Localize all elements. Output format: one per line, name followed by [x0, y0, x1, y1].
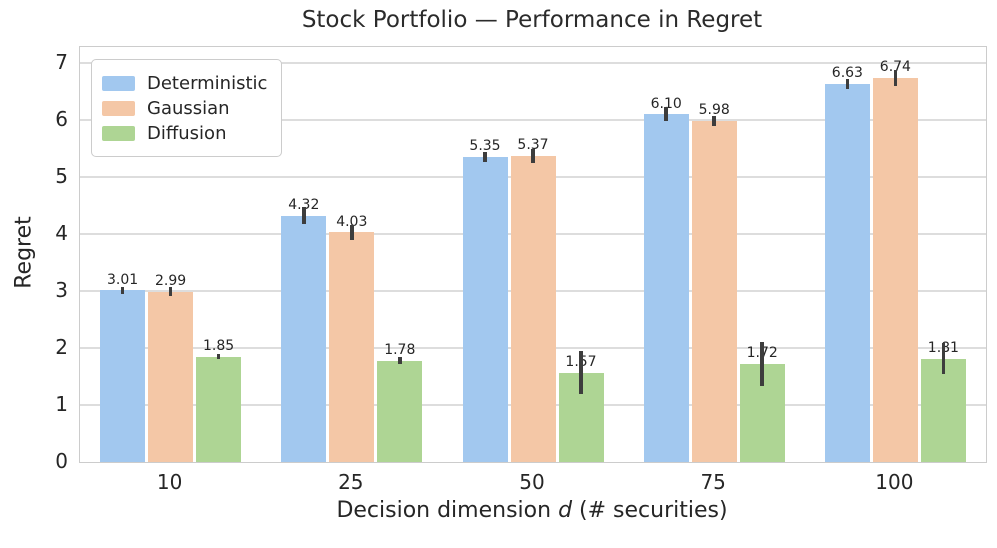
legend: Deterministic Gaussian Diffusion	[91, 59, 283, 157]
error-bar	[579, 350, 583, 395]
bar-gaussian-25	[329, 232, 375, 462]
bar-gaussian-75	[691, 121, 737, 462]
error-bar	[760, 341, 764, 387]
x-axis-label: Decision dimension d (# securities)	[79, 498, 985, 523]
gridline	[80, 62, 986, 64]
legend-swatch-icon	[102, 125, 135, 141]
bar-value-label: 3.01	[107, 271, 139, 288]
y-tick-label: 5	[55, 163, 68, 188]
bar-diffusion-10	[196, 356, 242, 462]
bar-diffusion-25	[377, 360, 423, 462]
legend-item-deterministic: Deterministic	[102, 72, 267, 94]
error-bar	[168, 287, 173, 297]
bar-value-label: 6.74	[879, 59, 911, 76]
x-axis-label-suffix: (# securities)	[572, 498, 728, 523]
x-tick-label: 10	[156, 470, 183, 494]
error-bar	[531, 149, 535, 163]
bar-value-label: 6.10	[650, 95, 682, 112]
bar-value-label: 1.78	[384, 341, 416, 358]
error-bar	[941, 343, 946, 375]
error-bar	[398, 357, 402, 364]
error-bar	[893, 69, 898, 86]
legend-item-diffusion: Diffusion	[102, 122, 267, 144]
error-bar	[120, 287, 125, 294]
error-bar	[664, 107, 668, 122]
bar-gaussian-50	[510, 155, 556, 462]
legend-label: Diffusion	[147, 122, 227, 144]
error-bar	[216, 353, 221, 360]
bar-diffusion-100	[920, 358, 966, 462]
bar-value-label: 5.35	[469, 138, 501, 155]
bar-deterministic-50	[462, 157, 508, 462]
legend-swatch-icon	[102, 75, 135, 91]
y-tick-label: 3	[55, 277, 68, 302]
bar-value-label: 5.37	[517, 137, 549, 154]
legend-item-gaussian: Gaussian	[102, 97, 267, 119]
bar-gaussian-100	[872, 77, 918, 462]
bar-value-label: 6.63	[831, 65, 863, 82]
plot-area: Deterministic Gaussian Diffusion 3.01 4.32 5…	[79, 46, 987, 463]
y-tick-label: 2	[55, 334, 68, 359]
bar-value-label: 4.03	[336, 213, 368, 230]
error-bar	[350, 224, 354, 240]
y-tick-label: 0	[55, 449, 68, 473]
legend-label: Gaussian	[147, 97, 230, 119]
x-tick-label: 100	[875, 470, 914, 494]
bar-gaussian-10	[148, 291, 194, 462]
bar-deterministic-100	[824, 84, 870, 462]
y-tick-label: 6	[55, 106, 68, 131]
error-bar	[483, 152, 487, 162]
bar-deterministic-75	[643, 114, 689, 462]
x-axis-label-variable: d	[558, 498, 573, 523]
bar-value-label: 4.32	[288, 197, 320, 214]
bar-deterministic-25	[281, 215, 327, 462]
x-tick-label: 75	[700, 470, 726, 494]
error-bar	[712, 116, 716, 127]
y-tick-label: 7	[55, 49, 68, 74]
bar-value-label: 2.99	[155, 272, 187, 289]
bar-value-label: 1.85	[203, 337, 235, 354]
x-tick-label: 25	[338, 470, 364, 494]
bar-deterministic-10	[100, 290, 146, 462]
legend-swatch-icon	[102, 100, 135, 116]
error-bar	[845, 78, 850, 90]
x-tick-label: 50	[519, 470, 545, 494]
chart-title: Stock Portfolio — Performance in Regret	[301, 7, 763, 33]
x-axis-label-prefix: Decision dimension	[336, 498, 559, 523]
error-bar	[302, 207, 306, 225]
y-tick-label: 4	[55, 220, 68, 245]
bar-value-label: 5.98	[698, 102, 730, 119]
gridline	[80, 119, 986, 121]
legend-label: Deterministic	[147, 72, 268, 94]
y-tick-label: 1	[55, 391, 68, 416]
